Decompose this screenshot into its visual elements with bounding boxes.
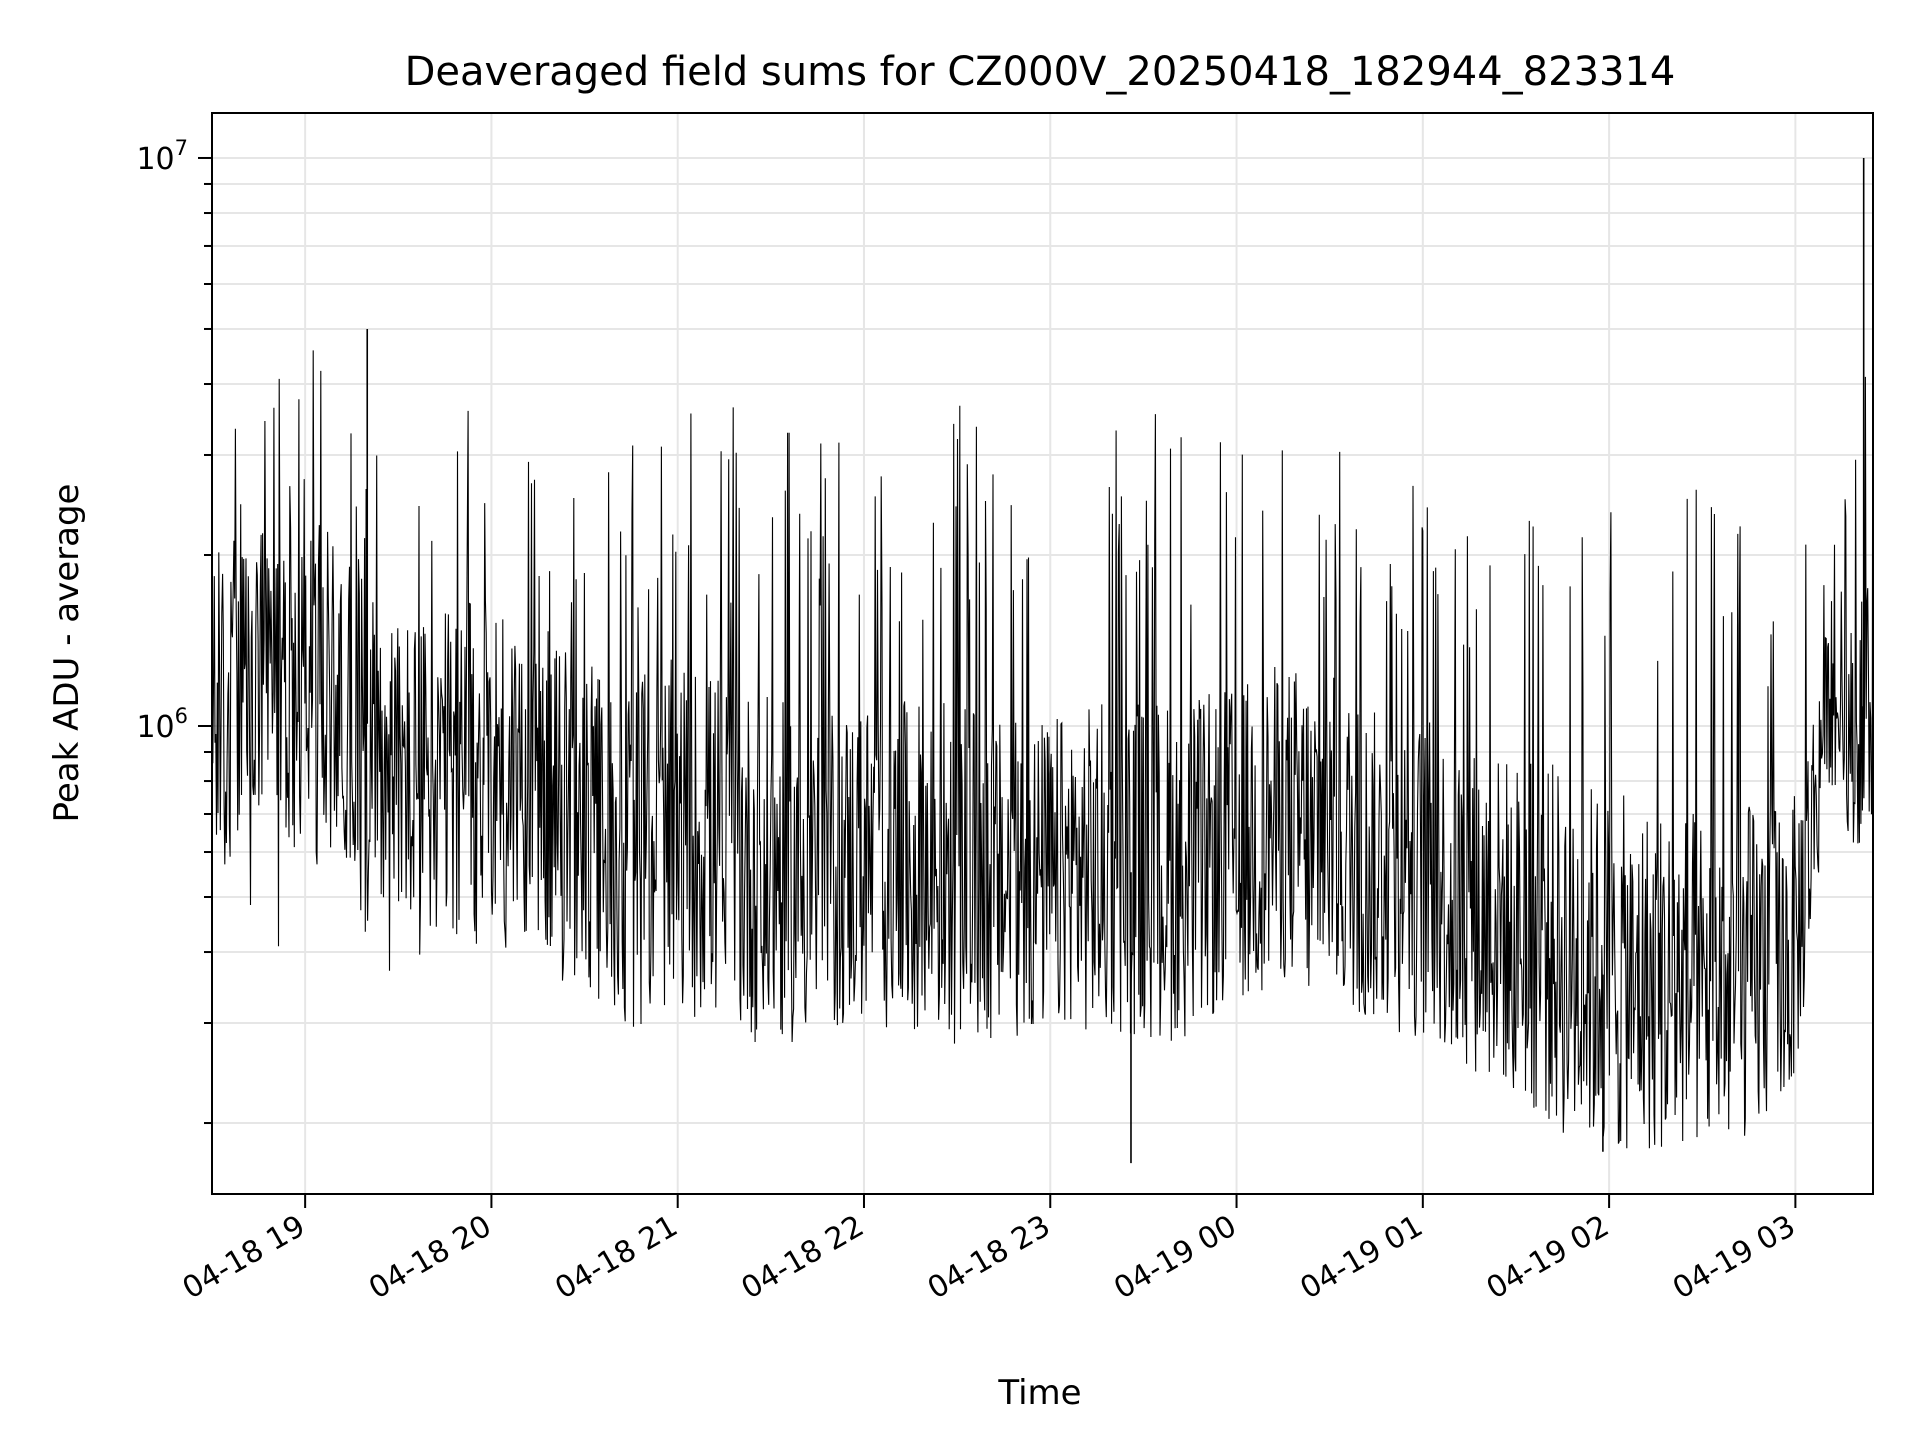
plot-frame xyxy=(211,112,1874,1195)
x-axis: 04-18 19 04-18 20 04-18 21 04-18 22 04-18 23… xyxy=(177,1194,1801,1307)
y-axis: 106 107 xyxy=(136,136,212,1125)
y-tick-label: 107 xyxy=(136,136,188,177)
x-tick-label: 04-18 19 xyxy=(177,1209,311,1307)
y-tick-label: 106 xyxy=(136,704,188,745)
x-tick-label: 04-18 23 xyxy=(922,1209,1056,1307)
x-tick-label: 04-19 03 xyxy=(1667,1209,1801,1307)
x-tick-label: 04-18 21 xyxy=(549,1209,683,1307)
series-line xyxy=(211,191,1874,1149)
x-tick-label: 04-19 01 xyxy=(1295,1209,1429,1307)
x-tick-label: 04-19 02 xyxy=(1481,1209,1615,1307)
x-tick-label: 04-18 20 xyxy=(363,1209,497,1307)
series-line-group xyxy=(211,157,1874,1164)
x-tick-label: 04-19 00 xyxy=(1108,1209,1242,1307)
x-axis-label: Time xyxy=(997,1373,1081,1413)
x-tick-label: 04-18 22 xyxy=(736,1209,870,1307)
y-axis-label: Peak ADU - average xyxy=(47,484,87,823)
chart-title: Deaveraged field sums for CZ000V_2025041… xyxy=(405,49,1676,95)
